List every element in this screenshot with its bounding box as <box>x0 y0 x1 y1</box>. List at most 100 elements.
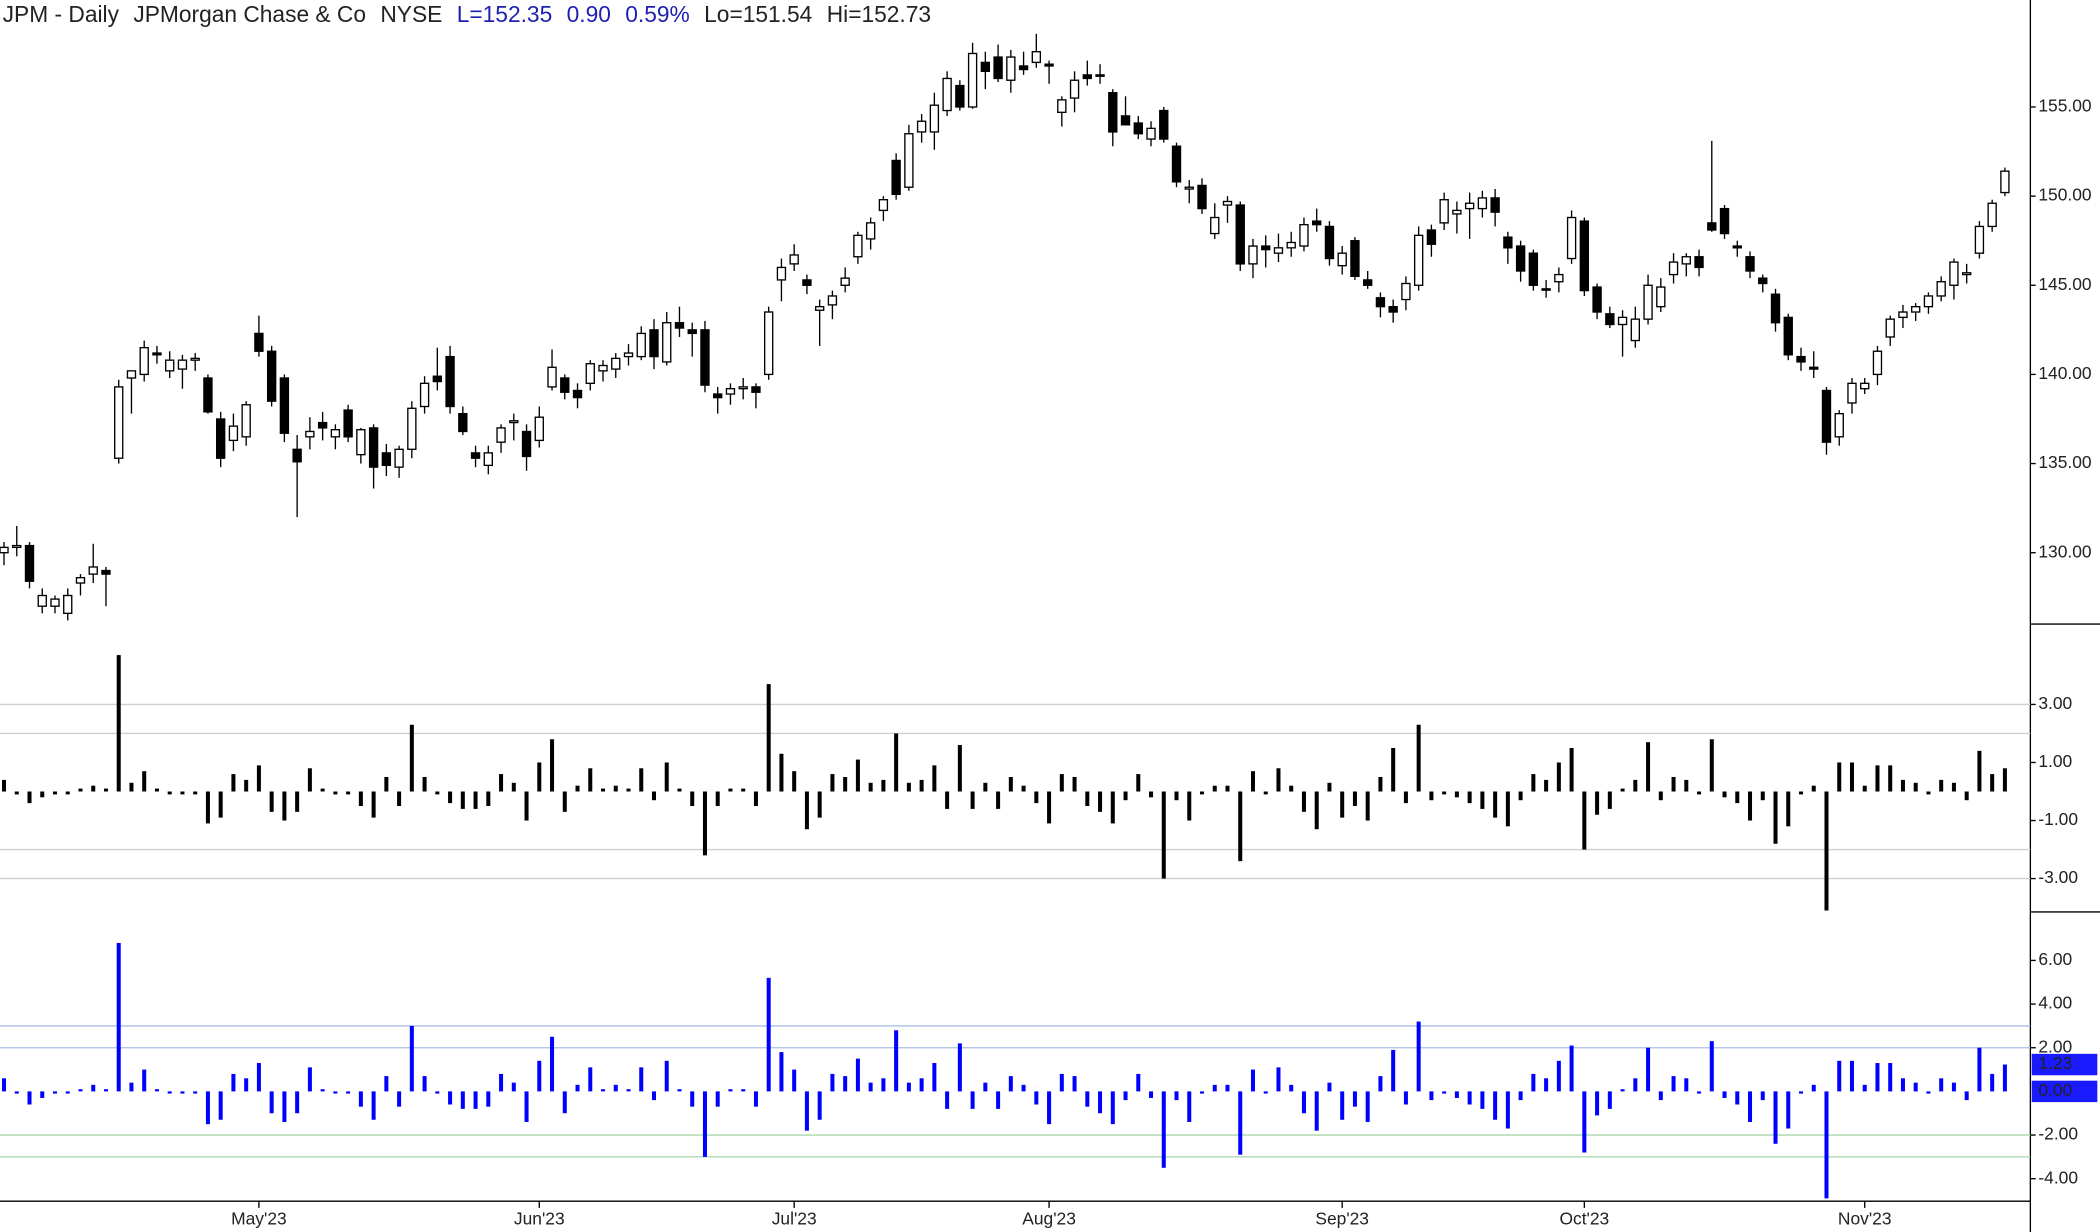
bar <box>167 791 172 795</box>
bar <box>1544 1078 1549 1092</box>
bar <box>1085 1091 1090 1107</box>
bar <box>702 1091 707 1157</box>
candle-body <box>165 359 175 372</box>
candle-body <box>713 393 723 399</box>
bar <box>1569 747 1574 792</box>
bar <box>932 765 937 792</box>
bar <box>384 1076 389 1092</box>
candle-body <box>1961 272 1972 276</box>
bar <box>320 1089 325 1092</box>
bar <box>499 1073 504 1092</box>
candle-body <box>1108 92 1118 133</box>
candle-body <box>215 418 226 459</box>
bar <box>1072 1076 1077 1092</box>
bar <box>1110 791 1115 824</box>
bar <box>1544 779 1549 792</box>
bar <box>1072 776 1077 792</box>
bar <box>358 791 363 807</box>
bar <box>295 791 300 812</box>
candle-body <box>1732 245 1742 249</box>
bar <box>1646 1047 1651 1092</box>
candle-body <box>1273 247 1284 254</box>
bar <box>728 1089 733 1092</box>
candle-body <box>190 357 200 361</box>
bar <box>307 768 312 792</box>
bar <box>753 791 758 807</box>
bar <box>690 791 695 807</box>
bar <box>1301 791 1306 812</box>
candle-body <box>101 569 111 575</box>
bar <box>894 1030 899 1092</box>
candle-body <box>1796 355 1806 363</box>
candle-body <box>1630 318 1641 342</box>
bar <box>741 1089 746 1092</box>
bar <box>881 779 886 792</box>
bar <box>792 771 797 792</box>
bar <box>1238 791 1243 862</box>
candle-body <box>394 448 404 468</box>
bar <box>1888 765 1893 792</box>
bar <box>1314 791 1319 830</box>
candle-body <box>904 133 914 188</box>
candle-body <box>1413 234 1424 286</box>
bar <box>1875 765 1880 792</box>
bar <box>1671 776 1676 792</box>
bar <box>1161 1091 1166 1168</box>
bar <box>397 791 402 807</box>
candle-body <box>1490 197 1500 213</box>
y-tick-label: 1.00 <box>2038 751 2072 771</box>
bar <box>906 1082 911 1092</box>
bar <box>1990 774 1995 792</box>
candle-body <box>1350 240 1360 278</box>
candle-body <box>1821 389 1832 443</box>
bar <box>460 791 465 809</box>
candle-body <box>560 377 570 393</box>
candle-body <box>368 427 379 468</box>
bar <box>1493 791 1498 818</box>
candle-body <box>865 222 876 240</box>
bar <box>1174 791 1179 801</box>
candle-body <box>1210 216 1220 235</box>
bar <box>1301 1091 1306 1114</box>
candle-body <box>1248 245 1258 265</box>
candle-body <box>1375 297 1386 308</box>
bar <box>1123 1091 1128 1101</box>
bar <box>1238 1091 1243 1155</box>
candle-body <box>700 329 710 386</box>
bar <box>460 1091 465 1109</box>
candle-body <box>1783 316 1793 356</box>
y-tick-label: 135.00 <box>2038 452 2091 472</box>
candle-body <box>1872 350 1883 376</box>
bar <box>715 791 720 807</box>
bar <box>1289 785 1294 792</box>
bar <box>1505 1091 1510 1129</box>
candle-body <box>649 329 659 358</box>
candle-body <box>343 409 353 438</box>
bar <box>129 782 134 792</box>
bar <box>1849 1060 1854 1092</box>
bar <box>906 782 911 792</box>
candle-body <box>572 389 583 399</box>
candle-body <box>1133 122 1143 135</box>
candle-body <box>1464 202 1475 210</box>
candle-body <box>1197 184 1207 210</box>
candle-body <box>1337 252 1347 267</box>
candle-body <box>1184 186 1194 190</box>
bar <box>830 774 835 792</box>
bar <box>1199 791 1205 795</box>
bar <box>1951 782 1956 792</box>
bar <box>868 782 873 792</box>
bar <box>1378 776 1383 792</box>
candle-body <box>687 329 697 335</box>
bar <box>511 782 516 792</box>
bar <box>1416 1021 1421 1092</box>
bar <box>256 1063 261 1092</box>
candle-body <box>840 277 850 286</box>
bar <box>435 791 440 795</box>
last-value-badge <box>2031 1053 2098 1076</box>
bar <box>728 788 733 792</box>
bar <box>1289 1084 1294 1092</box>
candle-body <box>1159 109 1169 140</box>
